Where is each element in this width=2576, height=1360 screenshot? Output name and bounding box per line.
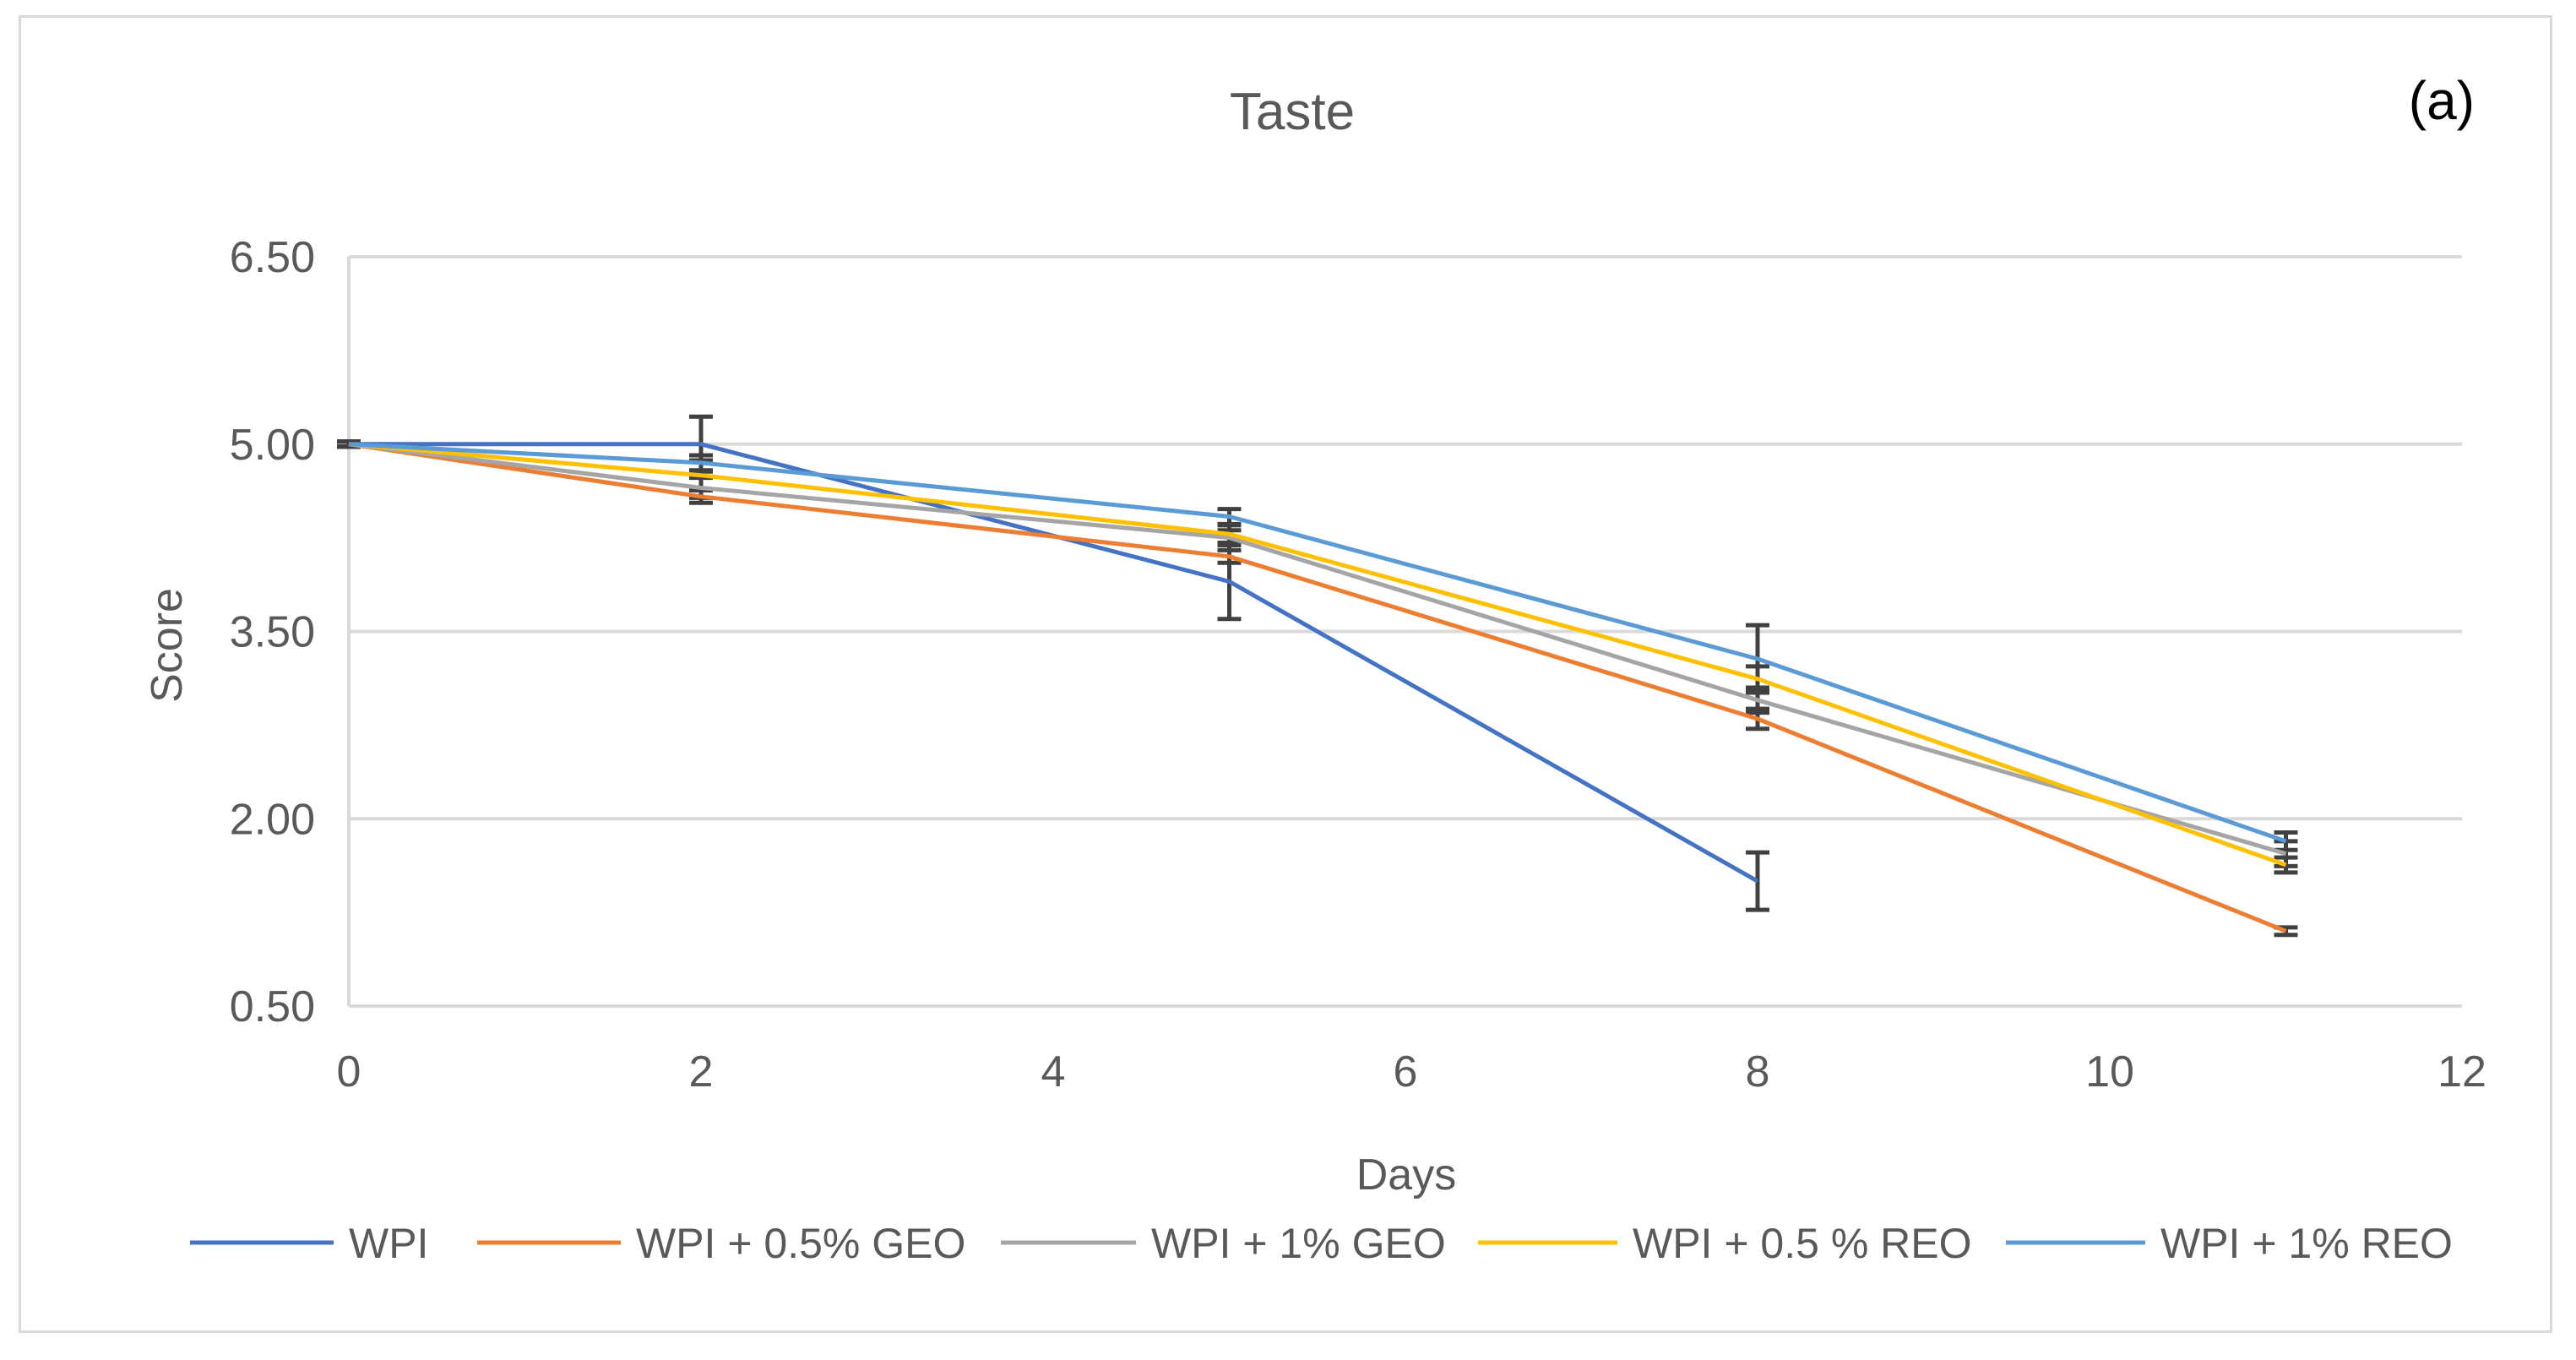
x-tick-label: 12 [2437, 1047, 2486, 1096]
y-tick-label: 3.50 [230, 608, 315, 657]
x-axis-title: Days [1356, 1151, 1456, 1200]
legend-label: WPI + 1% REO [2160, 1220, 2453, 1267]
series-layer [348, 442, 2287, 933]
x-tick-label: 6 [1394, 1047, 1418, 1096]
y-tick-label: 2.00 [230, 795, 315, 844]
panel-label: (a) [2409, 70, 2475, 131]
axis-layer: 0.50 2.00 3.50 5.00 6.50 0 2 4 6 8 10 12 [230, 233, 2486, 1096]
chart-title: Taste [1230, 83, 1355, 141]
y-tick-label: 5.00 [230, 421, 315, 470]
legend-item: WPI + 1% REO [2006, 1220, 2453, 1267]
chart-frame: 0.50 2.00 3.50 5.00 6.50 0 2 4 6 8 10 12 WPI WPI + 0… [19, 15, 2552, 1333]
x-tick-label: 0 [337, 1047, 361, 1096]
legend-item: WPI + 0.5 % REO [1478, 1220, 1972, 1267]
series-line-wpi-1-reo [348, 442, 2287, 844]
y-axis-title: Score [143, 588, 192, 703]
legend-label: WPI [349, 1220, 428, 1267]
error-bar [2274, 855, 2298, 875]
legend: WPI WPI + 0.5% GEO WPI + 1% GEO WPI + 0.5 %… [190, 1220, 2453, 1267]
series-line-wpi-1-geo [348, 442, 2287, 857]
x-tick-label: 10 [2085, 1047, 2134, 1096]
y-tick-label: 0.50 [230, 982, 315, 1031]
chart-svg: 0.50 2.00 3.50 5.00 6.50 0 2 4 6 8 10 12 WPI WPI + 0… [143, 70, 2486, 1267]
legend-label: WPI + 0.5 % REO [1633, 1220, 1972, 1267]
legend-item: WPI [190, 1220, 428, 1267]
y-tick-label: 6.50 [230, 233, 315, 282]
error-bar-layer [337, 414, 2298, 938]
legend-label: WPI + 1% GEO [1151, 1220, 1446, 1267]
legend-item: WPI + 0.5% GEO [477, 1220, 965, 1267]
x-tick-label: 4 [1041, 1047, 1066, 1096]
series-line-wpi-0-5-reo [348, 442, 2287, 868]
x-tick-label: 8 [1746, 1047, 1770, 1096]
series-line-wpi [349, 442, 1759, 884]
legend-item: WPI + 1% GEO [1001, 1220, 1446, 1267]
grid-layer [349, 255, 2462, 1008]
x-tick-label: 2 [689, 1047, 714, 1096]
series-line-wpi-0-5-geo [348, 442, 2287, 933]
legend-label: WPI + 0.5% GEO [636, 1220, 965, 1267]
